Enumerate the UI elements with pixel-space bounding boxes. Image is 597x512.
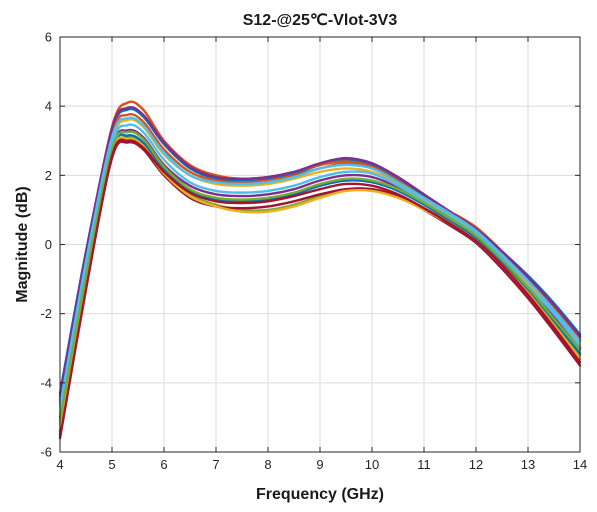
y-tick-label: 6 — [45, 30, 52, 45]
series-line-8 — [58, 133, 582, 433]
chart-title: S12-@25℃-Vlot-3V3 — [243, 12, 398, 29]
x-tick-label: 10 — [365, 457, 379, 472]
series-line-3 — [58, 118, 582, 412]
series-line-14 — [58, 138, 582, 440]
x-tick-label: 7 — [212, 457, 219, 472]
x-tick-label: 14 — [573, 457, 587, 472]
x-tick-label: 12 — [469, 457, 483, 472]
series-line-11 — [58, 105, 582, 398]
series-line-7 — [58, 140, 582, 436]
y-tick-label: -4 — [40, 375, 52, 390]
series-line-6 — [58, 123, 582, 416]
y-tick-label: -6 — [40, 445, 52, 460]
series-line-13 — [58, 116, 582, 409]
x-tick-label: 5 — [108, 457, 115, 472]
x-tick-label: 6 — [160, 457, 167, 472]
y-tick-label: 2 — [45, 168, 52, 183]
y-axis-label: Magnitude (dB) — [14, 186, 31, 302]
y-tick-label: -2 — [40, 306, 52, 321]
series-layer — [58, 100, 582, 440]
x-axis-label: Frequency (GHz) — [256, 486, 384, 503]
x-tick-label: 11 — [417, 457, 431, 472]
x-tick-label: 13 — [521, 457, 535, 472]
y-tick-label: 4 — [45, 99, 52, 114]
x-tick-label: 8 — [264, 457, 271, 472]
x-tick-label: 9 — [316, 457, 323, 472]
series-line-12 — [58, 130, 582, 423]
x-tick-label: 4 — [56, 457, 63, 472]
tick-layer: 4 5 6 7 8 9 10 11 12 13 14 -6 -4 -2 0 2 4 6 — [40, 30, 587, 473]
y-tick-label: 0 — [45, 237, 52, 252]
